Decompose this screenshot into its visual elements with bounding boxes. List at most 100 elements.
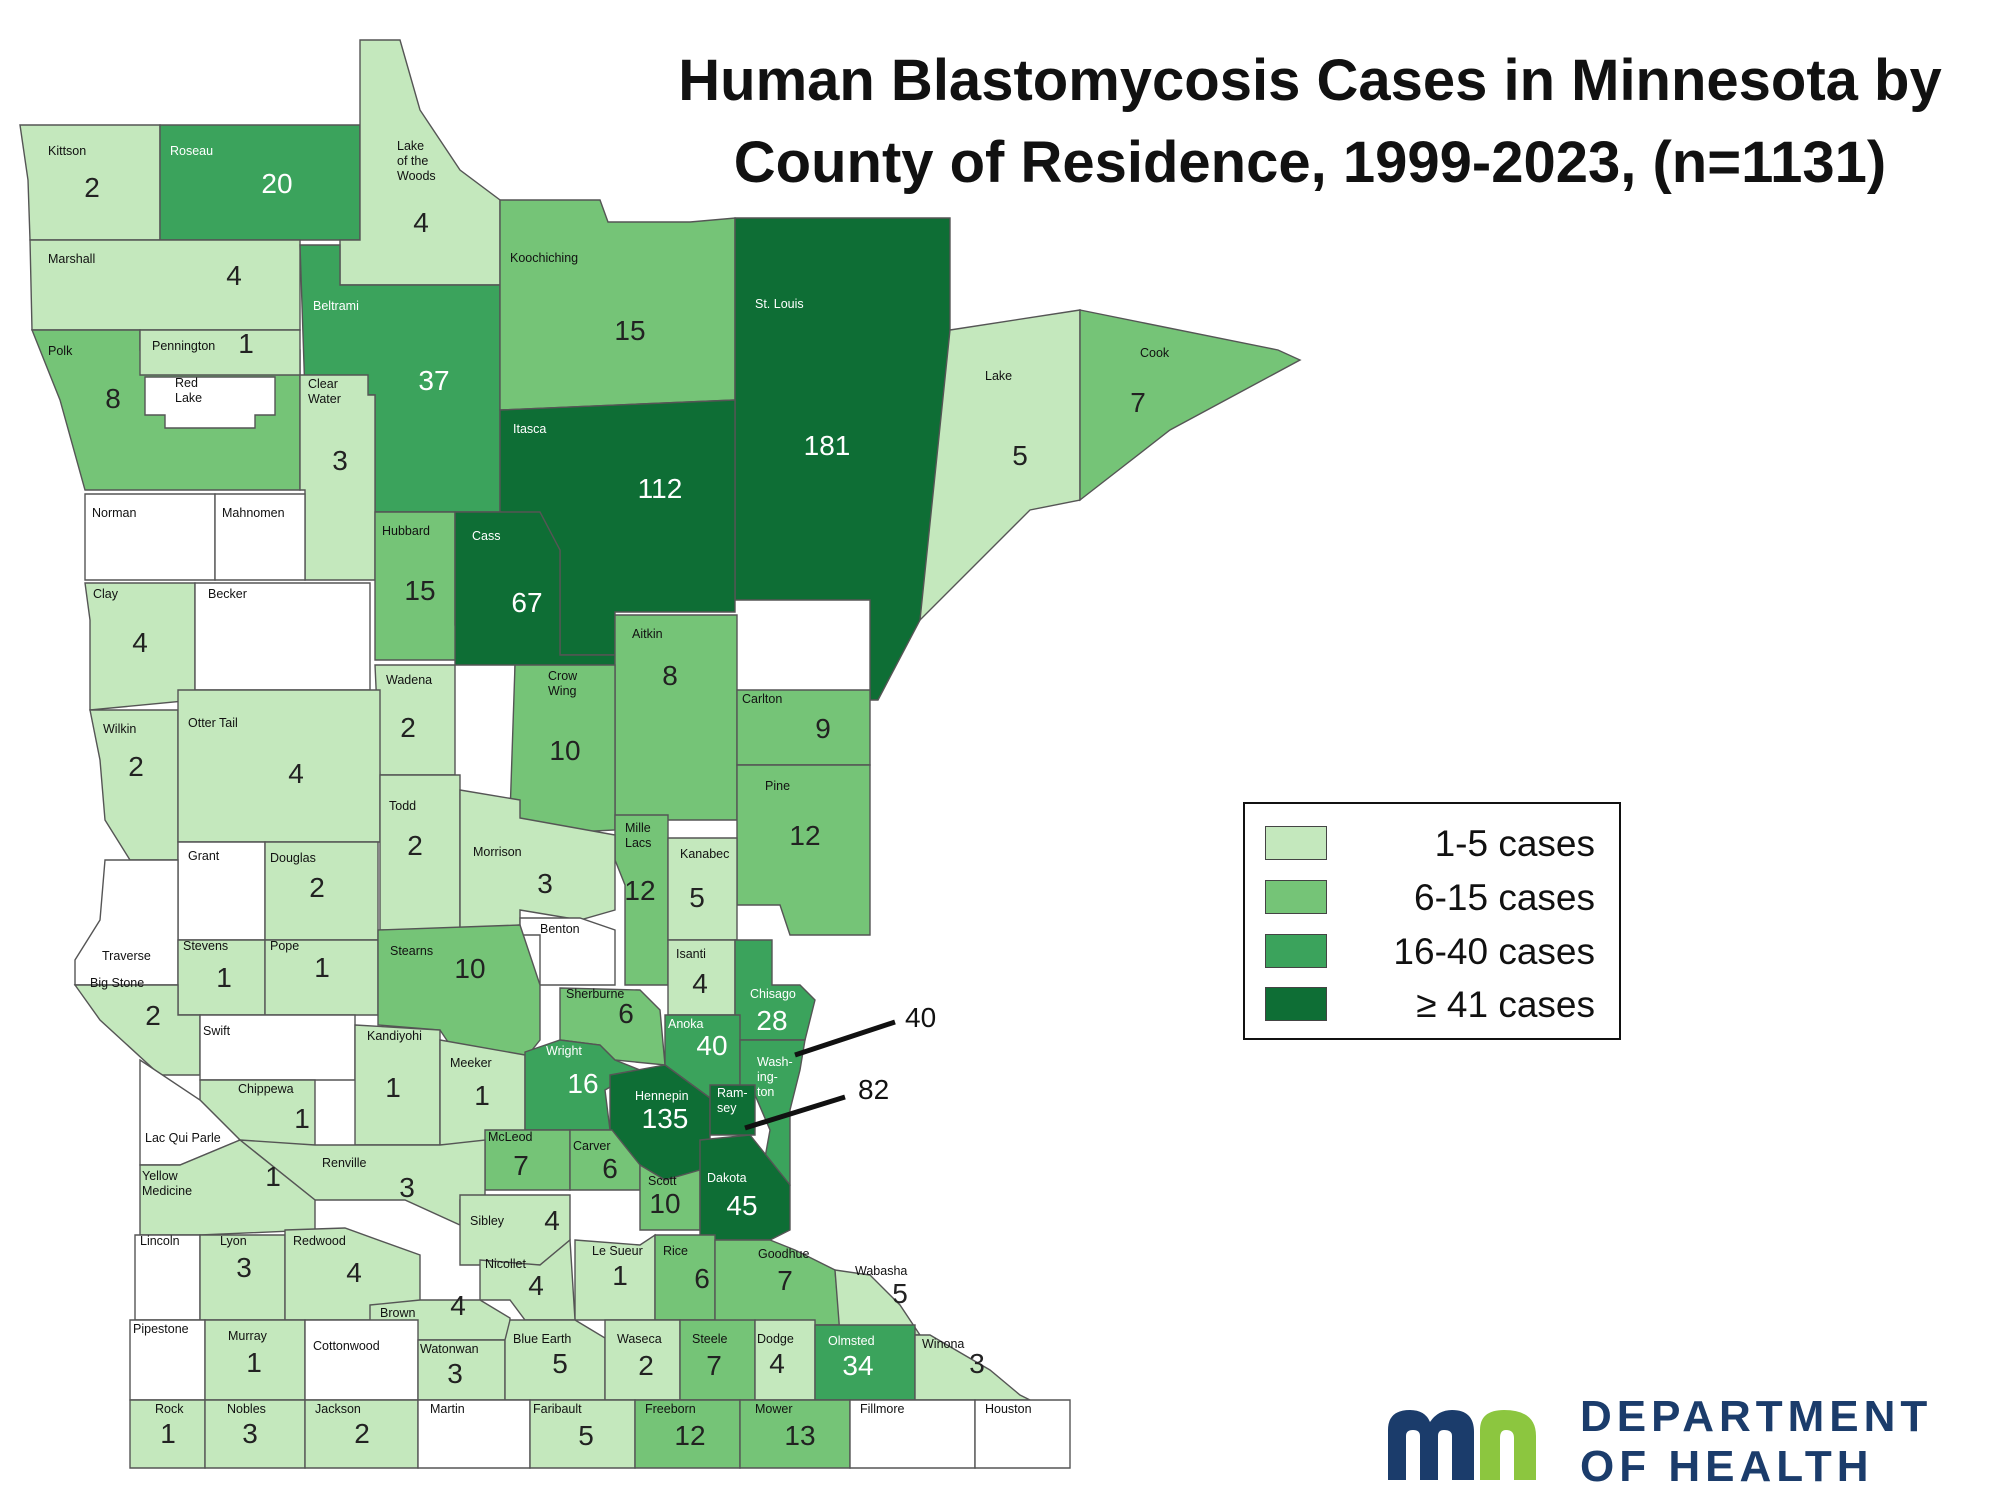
county-mahnomen: [214, 493, 306, 581]
county-value-faribault: 5: [578, 1420, 594, 1451]
county-name-waseca: Waseca: [617, 1332, 662, 1346]
county-wabasha: [834, 1269, 922, 1336]
county-cook: [1079, 309, 1302, 502]
logo-line-2: OF HEALTH: [1580, 1442, 1874, 1491]
county-value-brown: 4: [450, 1290, 466, 1321]
county-name-pennington: Pennington: [152, 339, 215, 353]
county-value-olmsted: 34: [842, 1350, 873, 1381]
county-name-polk: Polk: [48, 344, 73, 358]
county-name-clay: Clay: [93, 587, 119, 601]
county-name-clear-water: Clear Water: [308, 377, 341, 406]
county-value-carver: 6: [602, 1153, 618, 1184]
county-name-becker: Becker: [208, 587, 247, 601]
county-value-rice: 6: [694, 1263, 710, 1294]
county-value-mille-lacs: 12: [624, 875, 655, 906]
county-name-hennepin: Hennepin: [635, 1089, 689, 1103]
county-value-wright: 16: [567, 1068, 598, 1099]
county-value-stearns: 10: [454, 953, 485, 984]
county-name-martin: Martin: [430, 1402, 465, 1416]
county-name-pope: Pope: [270, 939, 299, 953]
county-value-scott: 10: [649, 1188, 680, 1219]
county-value-lyon: 3: [236, 1252, 252, 1283]
county-name-anoka: Anoka: [668, 1017, 703, 1031]
county-name-lyon: Lyon: [220, 1234, 247, 1248]
county-value-chisago: 28: [756, 1005, 787, 1036]
county-name-freeborn: Freeborn: [645, 1402, 696, 1416]
county-name-koochiching: Koochiching: [510, 251, 578, 265]
county-name-douglas: Douglas: [270, 851, 316, 865]
county-name-st-louis: St. Louis: [755, 297, 804, 311]
county-name-ramsey: Ram-sey: [717, 1086, 748, 1115]
county-name-mille-lacs: Mille Lacs: [625, 821, 651, 850]
legend-item: ≥ 41 cases: [1265, 985, 1605, 1025]
county-value-kittson: 2: [84, 172, 100, 203]
county-name-otter-tail: Otter Tail: [188, 716, 238, 730]
legend-item: 6-15 cases: [1265, 878, 1605, 918]
county-name-traverse: Traverse: [102, 949, 151, 963]
county-ramsey: [709, 1084, 756, 1136]
county-value-carlton: 9: [815, 713, 831, 744]
county-name-pine: Pine: [765, 779, 790, 793]
county-value-redwood: 4: [346, 1257, 362, 1288]
county-name-faribault: Faribault: [533, 1402, 582, 1416]
county-name-big-stone: Big Stone: [90, 976, 144, 990]
county-value-freeborn: 12: [674, 1420, 705, 1451]
county-aitkin: [614, 614, 738, 821]
county-name-carver: Carver: [573, 1139, 611, 1153]
county-value-todd: 2: [407, 830, 423, 861]
county-name-dodge: Dodge: [757, 1332, 794, 1346]
county-value-anoka: 40: [696, 1030, 727, 1061]
county-value-kanabec: 5: [689, 882, 705, 913]
county-name-redwood: Redwood: [293, 1234, 346, 1248]
county-value-chippewa: 1: [294, 1103, 310, 1134]
county-value-itasca: 112: [638, 473, 683, 504]
legend-label: 16-40 cases: [1393, 931, 1595, 972]
county-value-nobles: 3: [242, 1418, 258, 1449]
county-red-lake: [144, 376, 276, 429]
county-value-sherburne: 6: [618, 998, 634, 1029]
county-value-polk: 8: [105, 383, 121, 414]
county-value-waseca: 2: [638, 1350, 654, 1381]
county-koochiching: [499, 199, 736, 411]
county-name-pipestone: Pipestone: [133, 1322, 189, 1336]
county-value-yellow-medicine: 1: [265, 1161, 281, 1192]
county-name-wilkin: Wilkin: [103, 722, 136, 736]
county-houston: [974, 1399, 1071, 1469]
county-name-crow-wing: Crow Wing: [548, 669, 578, 698]
county-name-grant: Grant: [188, 849, 220, 863]
county-name-wabasha: Wabasha: [855, 1264, 907, 1278]
county-name-benton: Benton: [540, 922, 580, 936]
county-name-kandiyohi: Kandiyohi: [367, 1029, 422, 1043]
county-name-sherburne: Sherburne: [566, 987, 624, 1001]
legend-label: ≥ 41 cases: [1416, 984, 1595, 1025]
ramsey-callout-line: [744, 1094, 846, 1131]
county-traverse: [74, 859, 179, 986]
county-value-dodge: 4: [769, 1348, 785, 1379]
county-clay: [84, 582, 196, 711]
county-name-le-sueur: Le Sueur: [592, 1244, 643, 1258]
county-value-marshall: 4: [226, 260, 242, 291]
county-name-lake-of-the-woods: Lake of the Woods: [397, 139, 436, 183]
county-value-beltrami: 37: [418, 365, 449, 396]
map-title: Human Blastomycosis Cases in Minnesota b…: [678, 48, 1942, 195]
county-value-watonwan: 3: [447, 1358, 463, 1389]
county-value-nicollet: 4: [528, 1270, 544, 1301]
county-value-hubbard: 15: [404, 575, 435, 606]
county-value-st-louis: 181: [804, 430, 851, 461]
county-name-blue-earth: Blue Earth: [513, 1332, 571, 1346]
county-value-renville: 3: [399, 1172, 415, 1203]
county-roseau: [159, 124, 361, 241]
county-value-crow-wing: 10: [549, 735, 580, 766]
county-value-lake-of-the-woods: 4: [413, 207, 429, 238]
county-name-wright: Wright: [546, 1044, 582, 1058]
county-value-mcleod: 7: [513, 1150, 529, 1181]
county-name-nobles: Nobles: [227, 1402, 266, 1416]
county-name-sibley: Sibley: [470, 1214, 505, 1228]
county-name-winona: Winona: [922, 1337, 964, 1351]
county-name-rock: Rock: [155, 1402, 184, 1416]
county-name-cook: Cook: [1140, 346, 1170, 360]
county-name-aitkin: Aitkin: [632, 627, 663, 641]
washington-callout-value: 40: [905, 1002, 936, 1033]
county-value-roseau: 20: [261, 168, 292, 199]
legend-swatch: [1265, 880, 1327, 914]
